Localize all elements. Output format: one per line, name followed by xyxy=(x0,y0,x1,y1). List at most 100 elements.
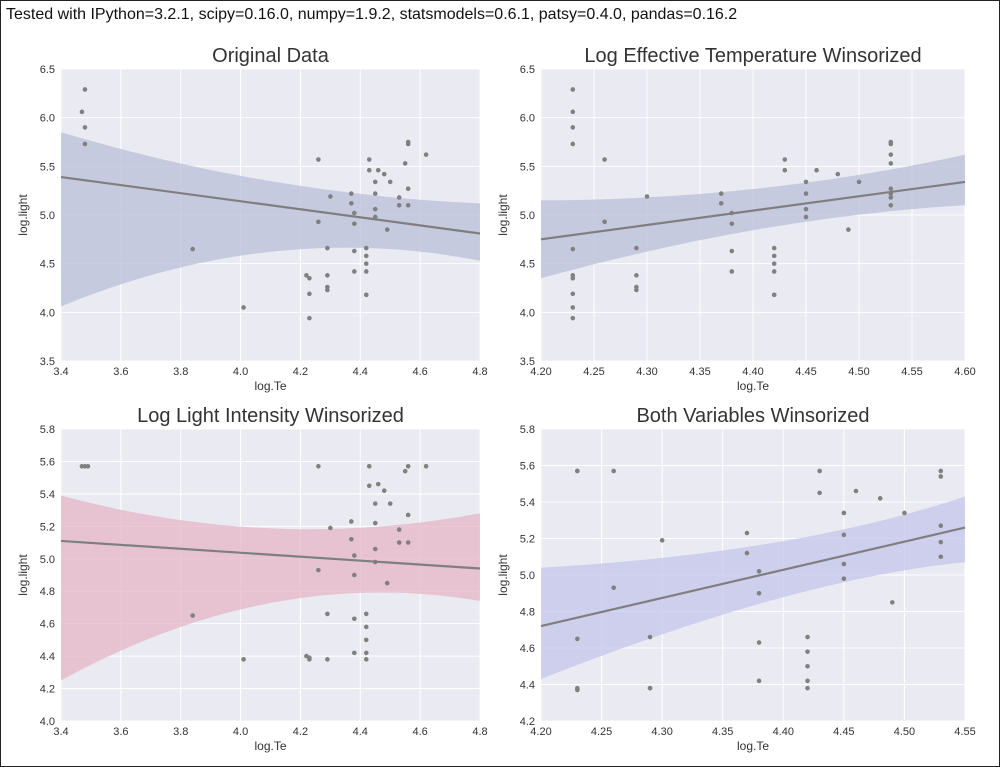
x-tick-label: 3.6 xyxy=(113,366,128,378)
data-point xyxy=(817,490,822,496)
data-point xyxy=(659,538,665,543)
y-tick-label: 4.0 xyxy=(40,307,55,319)
data-point xyxy=(405,540,411,545)
y-tick-label: 6.0 xyxy=(520,113,535,125)
data-point xyxy=(190,246,195,252)
y-tick-label: 4.5 xyxy=(40,259,55,271)
data-point xyxy=(805,634,810,640)
data-point xyxy=(771,292,777,298)
y-tick-label: 4.2 xyxy=(520,716,535,728)
data-point xyxy=(82,87,88,92)
data-point xyxy=(611,468,616,474)
data-point xyxy=(803,191,809,196)
data-point xyxy=(423,464,429,469)
x-axis-label: log.Te xyxy=(737,379,769,393)
data-point xyxy=(888,195,894,200)
data-point xyxy=(375,167,381,173)
data-point xyxy=(570,125,576,130)
data-point xyxy=(888,202,894,208)
data-point xyxy=(363,611,369,617)
x-axis-label: log.Te xyxy=(254,739,286,753)
data-point xyxy=(718,201,724,206)
data-point xyxy=(853,488,859,494)
data-point xyxy=(405,141,411,147)
data-point xyxy=(363,261,369,266)
data-point xyxy=(634,245,639,251)
data-point xyxy=(835,171,841,177)
data-point xyxy=(363,657,369,662)
data-point xyxy=(841,510,847,516)
data-point xyxy=(888,141,894,147)
x-tick-label: 3.4 xyxy=(53,726,68,738)
x-tick-label: 4.35 xyxy=(712,726,733,738)
data-point xyxy=(803,214,809,220)
data-point xyxy=(316,464,321,469)
data-point xyxy=(570,109,576,115)
data-point xyxy=(602,219,607,225)
data-point xyxy=(803,206,809,212)
data-point xyxy=(570,315,576,321)
data-point xyxy=(307,657,312,662)
data-point xyxy=(307,291,312,297)
data-point xyxy=(387,501,393,506)
data-point xyxy=(902,510,907,516)
chart-title: Log Light Intensity Winsorized xyxy=(137,405,404,427)
data-point xyxy=(756,590,762,596)
data-point xyxy=(396,527,402,532)
data-point xyxy=(381,171,387,177)
data-point xyxy=(349,519,354,524)
data-point xyxy=(316,567,321,573)
x-tick-label: 4.45 xyxy=(795,366,816,378)
data-point xyxy=(381,488,387,493)
data-point xyxy=(328,194,333,199)
data-point xyxy=(771,261,777,266)
data-point xyxy=(938,539,944,545)
y-tick-label: 4.4 xyxy=(40,651,55,663)
data-point xyxy=(190,613,195,618)
confidence-band xyxy=(541,496,965,680)
x-tick-label: 4.30 xyxy=(636,366,657,378)
data-point xyxy=(888,161,894,166)
data-point xyxy=(805,663,810,669)
data-point xyxy=(575,468,580,474)
data-point xyxy=(423,152,429,157)
x-tick-label: 4.20 xyxy=(530,366,551,378)
data-point xyxy=(366,167,372,173)
data-point xyxy=(634,273,639,278)
data-point xyxy=(352,553,357,558)
data-point xyxy=(771,269,777,274)
data-point xyxy=(729,248,735,254)
data-point xyxy=(805,649,810,654)
data-point xyxy=(938,554,944,560)
data-point xyxy=(814,167,819,173)
data-point xyxy=(756,640,762,645)
data-point xyxy=(352,616,357,622)
confidence-band xyxy=(61,495,480,681)
chart-title: Both Variables Winsorized xyxy=(636,405,869,427)
data-point xyxy=(384,580,390,586)
chart-panel-4: 4.20 4.25 4.30 4.35 4.40 4.45 4.50 4.55 4.2 4.4 4.… xyxy=(496,405,976,753)
data-point xyxy=(375,481,381,487)
data-point xyxy=(79,464,85,469)
y-tick-label: 5.0 xyxy=(40,210,55,222)
x-tick-label: 4.55 xyxy=(901,366,922,378)
data-point xyxy=(363,637,369,643)
data-point xyxy=(325,287,330,293)
data-point xyxy=(349,191,354,196)
data-point xyxy=(888,152,894,157)
data-point xyxy=(611,585,616,591)
regression-line xyxy=(540,180,966,241)
x-tick-label: 4.45 xyxy=(833,726,854,738)
x-tick-label: 4.25 xyxy=(583,366,604,378)
confidence-band xyxy=(541,154,965,279)
data-point xyxy=(396,195,402,200)
data-point xyxy=(402,161,408,166)
data-point xyxy=(372,206,378,212)
data-point xyxy=(602,157,607,162)
x-tick-label: 4.6 xyxy=(412,726,427,738)
data-point xyxy=(352,210,357,216)
y-tick-label: 4.8 xyxy=(40,586,55,598)
x-tick-label: 4.35 xyxy=(689,366,710,378)
data-point xyxy=(372,546,378,552)
x-tick-label: 4.25 xyxy=(591,726,612,738)
